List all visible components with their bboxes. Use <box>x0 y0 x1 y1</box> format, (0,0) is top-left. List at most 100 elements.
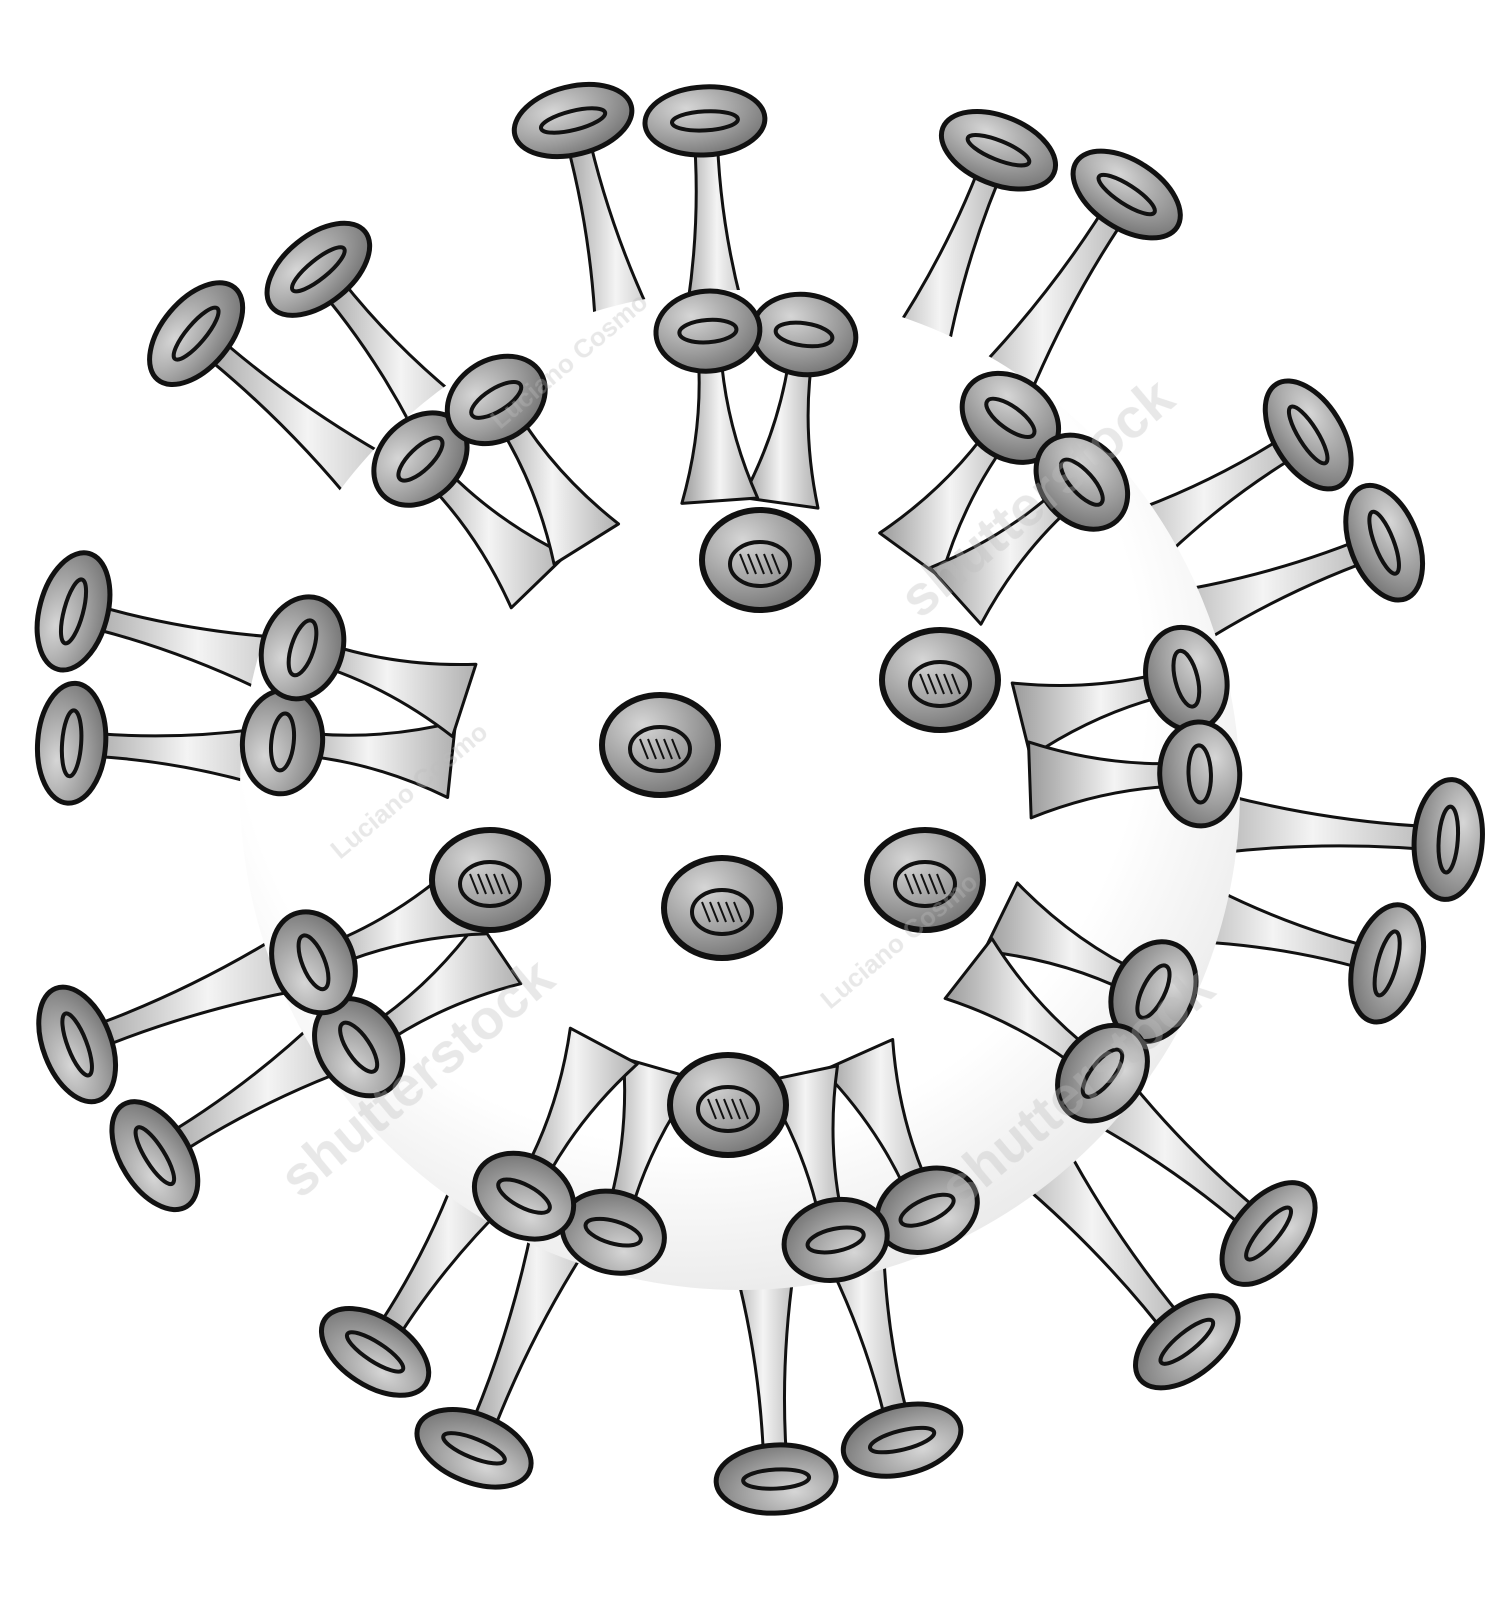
hatch-line <box>739 1098 749 1120</box>
outer-spike <box>1174 777 1485 902</box>
inner-spike <box>943 937 1150 1124</box>
hatch-line <box>912 873 922 895</box>
spike-cap <box>840 1401 964 1479</box>
spike-cap-hole <box>690 888 754 936</box>
spike-cap <box>258 594 347 702</box>
spike-cap-hole <box>1244 1205 1294 1262</box>
spike-cap-hole <box>773 320 835 349</box>
spike-cap-hole <box>1096 172 1157 217</box>
spike-cap <box>1070 148 1183 241</box>
spike-cap-hole <box>338 1020 380 1074</box>
spike-cap-hole <box>669 109 740 133</box>
spike-cap-hole <box>1367 509 1401 576</box>
hatch-line <box>477 873 487 895</box>
hatch-line <box>707 1098 717 1120</box>
hatch-line <box>935 673 945 695</box>
surface-spike-top <box>661 855 783 961</box>
surface-spike-top <box>599 692 721 798</box>
outer-spike <box>713 1225 839 1516</box>
hatch-line <box>725 901 735 923</box>
inner-spike <box>371 410 568 610</box>
spike-cap-hole <box>1158 1317 1216 1366</box>
spike-cap-hole <box>1436 804 1461 875</box>
spike-cap-hole <box>677 317 739 345</box>
spike-cap-hole <box>296 933 331 992</box>
inner-spike <box>1010 624 1230 759</box>
spike-cap <box>109 1099 201 1213</box>
spike-cap <box>36 984 118 1105</box>
spike-cap-hole <box>583 1216 643 1248</box>
hatch-line <box>647 738 657 760</box>
spike-cap-hole <box>908 660 972 708</box>
spike-cap-hole <box>458 860 522 908</box>
hatch-line <box>715 1098 725 1120</box>
spike-cap <box>471 1150 577 1242</box>
hatch-line <box>951 673 961 695</box>
spike-cap <box>1033 432 1131 532</box>
hatch-line <box>920 873 930 895</box>
spike-cap <box>414 1407 534 1490</box>
hatch-line <box>717 901 727 923</box>
spike-cap-hole <box>1171 648 1202 709</box>
hatch-line <box>733 901 743 923</box>
hatch-line <box>936 873 946 895</box>
spike-cap-hole <box>965 133 1032 168</box>
spike-cap <box>429 827 551 933</box>
inner-spike <box>982 881 1199 1045</box>
spike-cap <box>938 109 1059 192</box>
spike-cap <box>661 855 783 961</box>
hatch-line <box>469 873 479 895</box>
spike-cap <box>1055 1022 1150 1124</box>
spike-cap-hole <box>1186 743 1213 805</box>
spike-cap-hole <box>1286 404 1330 466</box>
spike-cap-hole <box>60 1011 94 1078</box>
spike-cap-hole <box>441 1431 507 1466</box>
inner-spike <box>471 1026 639 1242</box>
spike-cap-hole <box>805 1225 866 1255</box>
inner-spike <box>444 353 621 566</box>
surface-spike-top <box>879 627 1001 733</box>
spike-cap <box>1343 482 1426 603</box>
spike-cap <box>781 1196 890 1284</box>
hatch-line <box>655 738 665 760</box>
spike-cap-hole <box>628 725 692 773</box>
spike-cap <box>713 1442 839 1516</box>
hatch-line <box>639 738 649 760</box>
hatch-line <box>501 873 511 895</box>
hatch-line <box>663 738 673 760</box>
spike-cap-hole <box>58 577 89 646</box>
hatch-line <box>723 1098 733 1120</box>
spike-cap <box>864 827 986 933</box>
surface-spike-top <box>864 827 986 933</box>
hatch-line <box>771 553 781 575</box>
inner-spike <box>312 919 523 1099</box>
spike-cap-hole <box>171 305 221 362</box>
spike-cap-hole <box>893 860 957 908</box>
hatch-line <box>928 873 938 895</box>
spike-cap <box>511 81 635 160</box>
spike-cap-hole <box>984 396 1037 439</box>
spike-cap-hole <box>867 1425 937 1455</box>
spike-cap-hole <box>133 1125 177 1187</box>
spike-cap <box>642 84 768 158</box>
hatch-line <box>485 873 495 895</box>
hatch-line <box>747 553 757 575</box>
surface-spike-top <box>699 507 821 613</box>
spike-cap-hole <box>286 618 319 678</box>
spike-cap <box>653 288 763 374</box>
spike-cap-hole <box>59 708 84 779</box>
hatch-line <box>731 1098 741 1120</box>
hatch-line <box>919 673 929 695</box>
spike-cap-hole <box>1372 929 1402 998</box>
hatch-line <box>755 553 765 575</box>
spike-cap-hole <box>496 1177 552 1215</box>
spike-cap-hole <box>469 380 524 420</box>
hatch-line <box>671 738 681 760</box>
inner-spike <box>741 291 859 510</box>
inner-spike <box>239 687 458 799</box>
spike-cap-hole <box>344 1330 406 1374</box>
hatch-line <box>763 553 773 575</box>
spike-cap-hole <box>898 1192 956 1228</box>
hatch-line <box>927 673 937 695</box>
